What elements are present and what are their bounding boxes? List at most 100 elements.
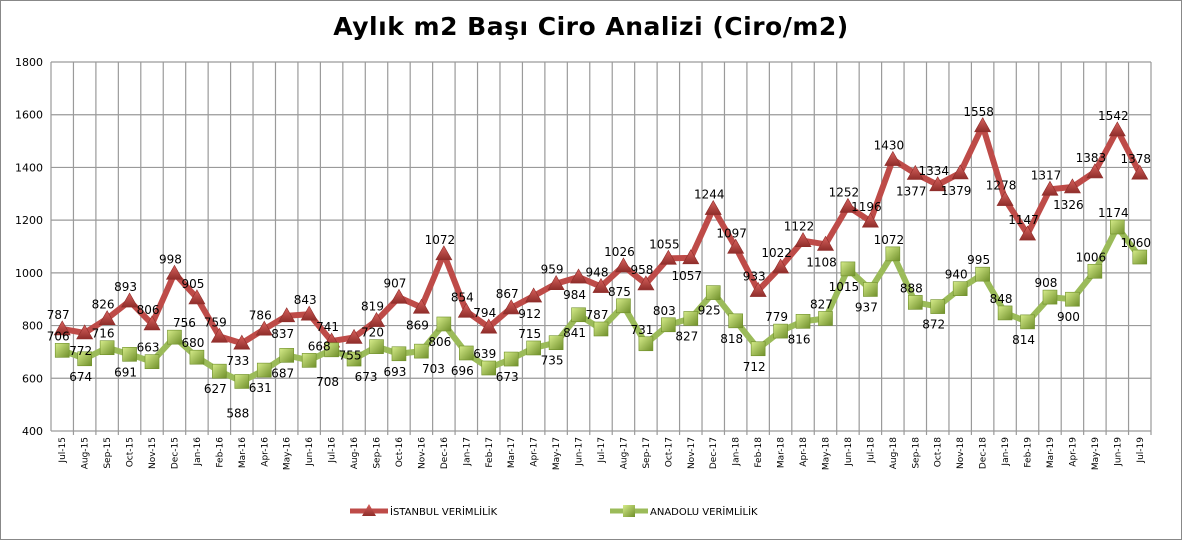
istanbul-data-label: 933 xyxy=(743,270,766,284)
istanbul-data-label: 843 xyxy=(294,293,317,307)
anadolu-point-marker xyxy=(863,282,878,297)
istanbul-point-marker xyxy=(637,275,655,291)
x-tick-label: Nov-18 xyxy=(956,437,966,469)
anadolu-data-label: 691 xyxy=(114,365,137,379)
istanbul-point-marker xyxy=(592,277,610,293)
anadolu-point-marker xyxy=(436,316,452,332)
anadolu-data-label: 1015 xyxy=(829,280,860,294)
x-tick-label: Sep-17 xyxy=(642,437,652,469)
anadolu-data-label: 735 xyxy=(541,354,564,368)
anadolu-point-marker xyxy=(526,340,541,356)
x-tick-label: Oct-17 xyxy=(664,437,674,467)
anadolu-point-marker xyxy=(616,298,631,314)
anadolu-data-label: 674 xyxy=(69,370,92,384)
anadolu-point-marker xyxy=(952,281,968,296)
istanbul-data-label: 1057 xyxy=(672,269,703,283)
anadolu-data-label: 779 xyxy=(765,310,788,324)
x-tick-label: May-18 xyxy=(821,437,831,470)
istanbul-point-marker xyxy=(996,190,1014,206)
istanbul-data-label: 907 xyxy=(384,276,407,290)
istanbul-data-label: 1252 xyxy=(829,185,860,199)
anadolu-point-marker xyxy=(369,339,384,354)
istanbul-point-marker xyxy=(143,315,161,331)
istanbul-point-marker xyxy=(165,264,183,280)
x-tick-label: Jun-19 xyxy=(1113,437,1123,467)
istanbul-data-label: 1377 xyxy=(896,184,927,198)
istanbul-point-marker xyxy=(1019,225,1037,241)
istanbul-data-label: 837 xyxy=(271,327,294,341)
istanbul-data-label: 741 xyxy=(316,320,339,334)
anadolu-point-marker xyxy=(346,351,362,367)
istanbul-point-marker xyxy=(278,307,296,323)
anadolu-data-label: 937 xyxy=(855,300,878,314)
x-tick-label: Feb-17 xyxy=(485,437,495,468)
anadolu-data-label: 663 xyxy=(137,341,160,355)
anadolu-data-label: 706 xyxy=(47,329,70,343)
istanbul-data-label: 1097 xyxy=(716,226,747,240)
x-tick-label: Mar-16 xyxy=(238,437,248,468)
anadolu-point-marker xyxy=(1042,289,1058,305)
x-tick-label: Aug-17 xyxy=(619,437,629,469)
anadolu-point-marker xyxy=(1132,249,1148,265)
legend-label: İSTANBUL VERİMLİLİK xyxy=(390,505,498,518)
x-tick-label: Aug-15 xyxy=(81,437,91,469)
anadolu-data-label: 715 xyxy=(518,327,541,341)
anadolu-data-label: 814 xyxy=(1012,333,1035,347)
istanbul-point-marker xyxy=(412,298,430,314)
x-tick-label: Mar-18 xyxy=(777,437,787,468)
x-tick-label: Nov-15 xyxy=(148,437,158,469)
istanbul-point-marker xyxy=(794,232,812,248)
istanbul-data-label: 1055 xyxy=(649,237,680,251)
istanbul-point-marker xyxy=(839,197,857,213)
x-tick-label: Feb-16 xyxy=(215,437,225,468)
anadolu-point-marker xyxy=(773,323,788,339)
anadolu-point-marker xyxy=(122,347,137,362)
anadolu-data-label: 756 xyxy=(173,316,196,330)
anadolu-data-label: 1174 xyxy=(1098,206,1129,220)
x-tick-label: Feb-18 xyxy=(754,437,764,468)
x-tick-label: May-17 xyxy=(552,437,562,470)
istanbul-data-label: 912 xyxy=(518,307,541,321)
anadolu-point-marker xyxy=(750,341,766,357)
anadolu-point-marker xyxy=(234,374,250,389)
x-tick-label: Dec-15 xyxy=(170,437,180,469)
anadolu-point-marker xyxy=(1087,263,1103,279)
y-tick-label: 600 xyxy=(22,372,43,385)
anadolu-data-label: 712 xyxy=(743,360,766,374)
istanbul-point-marker xyxy=(121,292,139,308)
anadolu-point-marker xyxy=(391,346,407,362)
istanbul-data-label: 1430 xyxy=(874,139,905,153)
anadolu-data-label: 995 xyxy=(967,253,990,267)
istanbul-point-marker xyxy=(704,199,722,215)
anadolu-point-marker xyxy=(481,360,497,376)
istanbul-point-marker xyxy=(457,302,475,318)
anadolu-data-label: 900 xyxy=(1057,310,1080,324)
anadolu-point-marker xyxy=(54,343,70,358)
istanbul-data-label: 819 xyxy=(361,300,384,314)
istanbul-point-marker xyxy=(367,311,386,327)
istanbul-point-marker xyxy=(772,258,790,274)
anadolu-point-marker xyxy=(77,351,92,367)
x-tick-label: Jan-19 xyxy=(1001,437,1011,467)
anadolu-point-marker xyxy=(99,340,115,356)
legend-label: ANADOLU VERİMLİLİK xyxy=(650,505,758,518)
anadolu-data-label: 708 xyxy=(316,375,339,389)
istanbul-data-label: 759 xyxy=(204,315,227,329)
anadolu-data-label: 668 xyxy=(308,339,331,353)
anadolu-data-label: 827 xyxy=(675,329,698,343)
anadolu-data-label: 716 xyxy=(92,327,115,341)
x-tick-label: Jan-17 xyxy=(462,437,472,467)
istanbul-data-label: 1278 xyxy=(986,179,1017,193)
anadolu-data-label: 875 xyxy=(608,285,631,299)
anadolu-point-marker xyxy=(571,307,586,323)
anadolu-point-marker xyxy=(638,336,654,352)
anadolu-data-label: 588 xyxy=(226,406,249,420)
istanbul-point-marker xyxy=(53,320,71,336)
anadolu-point-marker xyxy=(840,261,856,277)
istanbul-data-label: 1379 xyxy=(941,184,972,198)
istanbul-data-label: 826 xyxy=(92,298,115,312)
anadolu-point-marker xyxy=(683,311,699,326)
x-tick-label: Apr-19 xyxy=(1068,437,1078,467)
anadolu-data-label: 806 xyxy=(428,335,451,349)
x-tick-label: Jun-17 xyxy=(575,437,585,467)
